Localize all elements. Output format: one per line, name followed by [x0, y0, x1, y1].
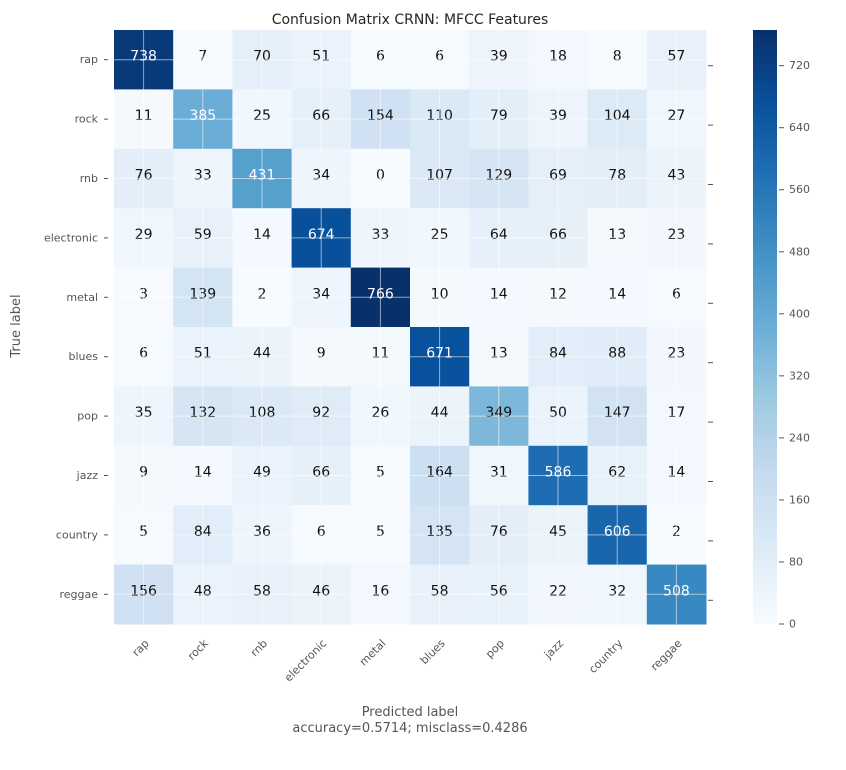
y-tick-label: metal: [66, 291, 98, 304]
colorbar-tick-label: 480: [789, 245, 810, 258]
colorbar-tick-label: 80: [789, 555, 803, 568]
x-tick-label: metal: [357, 637, 389, 669]
colorbar-tick-label: 160: [789, 493, 810, 506]
colorbar-tick-label: 0: [789, 618, 796, 631]
colorbar-tick-label: 560: [789, 183, 810, 196]
y-tick-label: electronic: [44, 231, 98, 244]
x-tick-label: blues: [418, 637, 448, 667]
y-tick-label: rap: [80, 53, 98, 66]
colorbar-tick-label: 320: [789, 369, 810, 382]
y-tick-label: rnb: [80, 172, 98, 185]
y-tick-label: blues: [68, 350, 98, 363]
x-tick-label: reggae: [648, 637, 685, 674]
x-tick-label: jazz: [541, 637, 566, 662]
chart-title: Confusion Matrix CRNN: MFCC Features: [272, 12, 549, 28]
y-tick-label: country: [56, 528, 99, 541]
x-axis-sublabel: accuracy=0.5714; misclass=0.4286: [292, 721, 527, 736]
x-tick-label: rnb: [248, 637, 270, 659]
colorbar-tick-label: 240: [789, 431, 810, 444]
y-axis-label: True label: [9, 294, 24, 358]
x-tick-label: country: [586, 637, 625, 676]
x-tick-label: rap: [130, 637, 152, 659]
x-tick-label: electronic: [282, 637, 329, 684]
y-tick-labels: rap rock rnb electronic metal blues pop jazz cou…: [44, 53, 713, 601]
colorbar-tick-label: 640: [789, 121, 810, 134]
x-tick-label: rock: [185, 636, 211, 662]
x-axis-label: Predicted label: [362, 705, 459, 720]
y-tick-label: reggae: [59, 588, 98, 601]
x-tick-labels: rap rock rnb electronic metal blues pop jazz cou…: [130, 636, 685, 684]
y-tick-label: jazz: [76, 469, 99, 482]
colorbar-ticks: 0 80 160 240 320 400 480 560 640 720: [779, 59, 810, 631]
heatmap-grid: [114, 30, 706, 624]
colorbar-tick-label: 720: [789, 59, 810, 72]
colorbar: [753, 30, 777, 624]
y-tick-label: pop: [77, 410, 98, 423]
colorbar-tick-label: 400: [789, 307, 810, 320]
x-tick-label: pop: [483, 637, 507, 661]
y-tick-label: rock: [75, 113, 99, 126]
